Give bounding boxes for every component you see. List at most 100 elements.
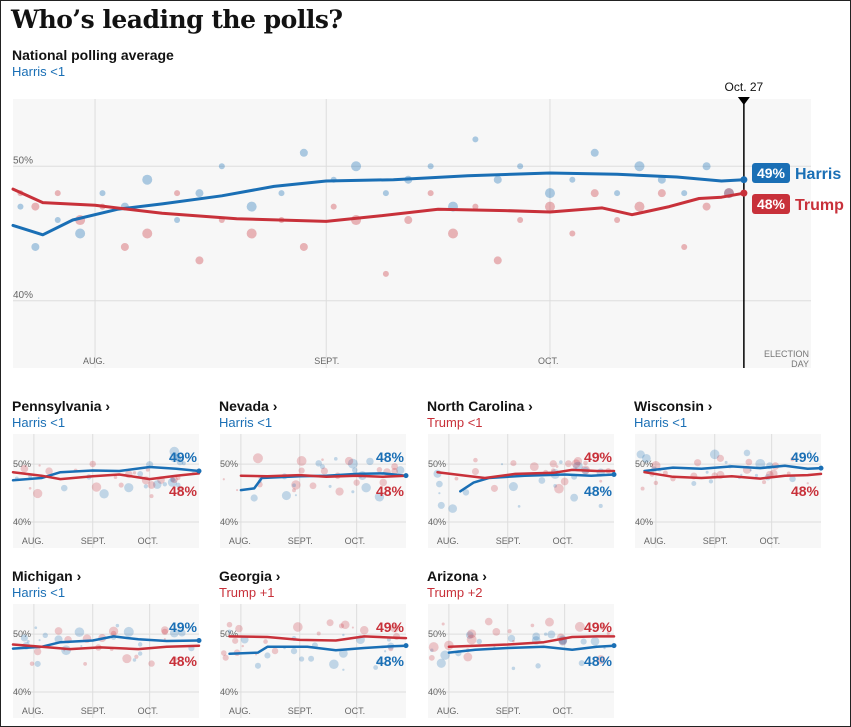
poll-dot (20, 464, 29, 473)
state-name-link[interactable]: Michigan › (12, 568, 202, 584)
state-name[interactable]: Michigan (12, 568, 73, 584)
poll-dot-trump (404, 216, 413, 225)
x-tick-label: AUG. (644, 536, 666, 546)
poll-dot (532, 632, 541, 641)
poll-dot (599, 623, 606, 631)
poll-dot (38, 639, 41, 642)
election-day-label-2: DAY (791, 359, 809, 369)
harris-line (459, 473, 616, 493)
state-header-wisconsin[interactable]: Wisconsin › Harris <1 (634, 398, 824, 430)
poll-dot (169, 477, 176, 483)
poll-dot-trump (472, 203, 479, 210)
state-header-georgia[interactable]: Georgia › Trump +1 (219, 568, 409, 600)
state-name[interactable]: Nevada (219, 398, 269, 414)
poll-dot (281, 491, 291, 501)
poll-dot (222, 478, 225, 481)
poll-dot (511, 666, 516, 671)
state-name-link[interactable]: Georgia › (219, 568, 409, 584)
state-header-north-carolina[interactable]: North Carolina › Trump <1 (427, 398, 617, 430)
poll-dot (99, 489, 109, 499)
poll-dot (642, 454, 651, 463)
state-header-pennsylvania[interactable]: Pennsylvania › Harris <1 (12, 398, 202, 430)
poll-dot (352, 467, 358, 473)
poll-dot (89, 460, 96, 468)
poll-dot-harris (99, 190, 106, 197)
state-name-link[interactable]: Nevada › (219, 398, 409, 414)
state-name-link[interactable]: Wisconsin › (634, 398, 824, 414)
poll-dot (544, 632, 548, 636)
poll-dot (580, 638, 587, 645)
poll-dot (476, 638, 482, 645)
poll-dot (143, 484, 148, 489)
poll-dot (34, 626, 38, 630)
harris-end-dot (403, 643, 409, 649)
poll-dot (42, 632, 48, 639)
state-name-link[interactable]: North Carolina › (427, 398, 617, 414)
poll-dot (122, 654, 132, 664)
poll-dot-harris (278, 190, 285, 197)
poll-dot-trump (299, 242, 308, 251)
poll-dot (583, 460, 588, 466)
poll-dot (545, 617, 554, 627)
poll-dot-harris (681, 190, 688, 197)
poll-dot (232, 637, 239, 644)
trump-label: Trump (795, 197, 844, 214)
poll-dot-harris (351, 161, 362, 172)
poll-dot (517, 505, 521, 508)
state-header-nevada[interactable]: Nevada › Harris <1 (219, 398, 409, 430)
poll-dot (571, 459, 581, 468)
poll-dot-harris (75, 228, 86, 239)
x-tick-label: AUG. (22, 706, 44, 716)
state-name[interactable]: Georgia (219, 568, 272, 584)
poll-dot (465, 631, 474, 639)
y-tick-label: 50% (13, 629, 31, 639)
poll-dot (691, 481, 697, 487)
state-header-arizona[interactable]: Arizona › Trump +2 (427, 568, 617, 600)
poll-dot (490, 484, 498, 492)
poll-dot-harris (142, 174, 153, 185)
poll-dot (436, 658, 446, 668)
poll-dot (565, 460, 572, 468)
poll-dot-trump (246, 228, 257, 239)
chevron-right-icon: › (275, 568, 281, 584)
plot-background (220, 604, 406, 718)
poll-dot (263, 639, 268, 644)
chevron-right-icon: › (528, 398, 533, 414)
trump-end-label: 48% (169, 483, 198, 499)
state-name[interactable]: North Carolina (427, 398, 525, 414)
poll-dot (110, 630, 117, 637)
plot-background (428, 434, 614, 548)
state-header-michigan[interactable]: Michigan › Harris <1 (12, 568, 202, 600)
poll-dot (553, 484, 558, 488)
poll-dot (338, 648, 348, 658)
poll-dot (91, 482, 102, 492)
state-name-link[interactable]: Arizona › (427, 568, 617, 584)
poll-dot (745, 458, 753, 466)
poll-dot-trump (31, 202, 40, 211)
harris-end-dot (403, 473, 409, 479)
poll-dot (390, 623, 399, 633)
y-tick-label: 40% (13, 290, 33, 301)
state-leader: Trump +2 (427, 585, 483, 600)
trump-end-label: 49% (376, 619, 405, 635)
poll-dot (373, 665, 379, 670)
poll-dot (351, 490, 355, 494)
poll-dot-harris (17, 203, 24, 210)
poll-dot (320, 464, 325, 470)
state-name[interactable]: Pennsylvania (12, 398, 102, 414)
state-name[interactable]: Wisconsin (634, 398, 704, 414)
poll-dot (33, 488, 43, 499)
state-leader: Trump +1 (219, 585, 275, 600)
poll-dot-trump (330, 203, 337, 210)
poll-dot (510, 460, 517, 467)
harris-end-label: 48% (376, 653, 405, 669)
poll-dot (38, 464, 41, 467)
poll-dot (176, 458, 184, 466)
poll-dot (374, 492, 385, 502)
poll-dot (227, 629, 232, 634)
poll-dot (108, 626, 119, 636)
state-name[interactable]: Arizona (427, 568, 479, 584)
poll-dot-trump (590, 189, 599, 198)
state-name-link[interactable]: Pennsylvania › (12, 398, 202, 414)
